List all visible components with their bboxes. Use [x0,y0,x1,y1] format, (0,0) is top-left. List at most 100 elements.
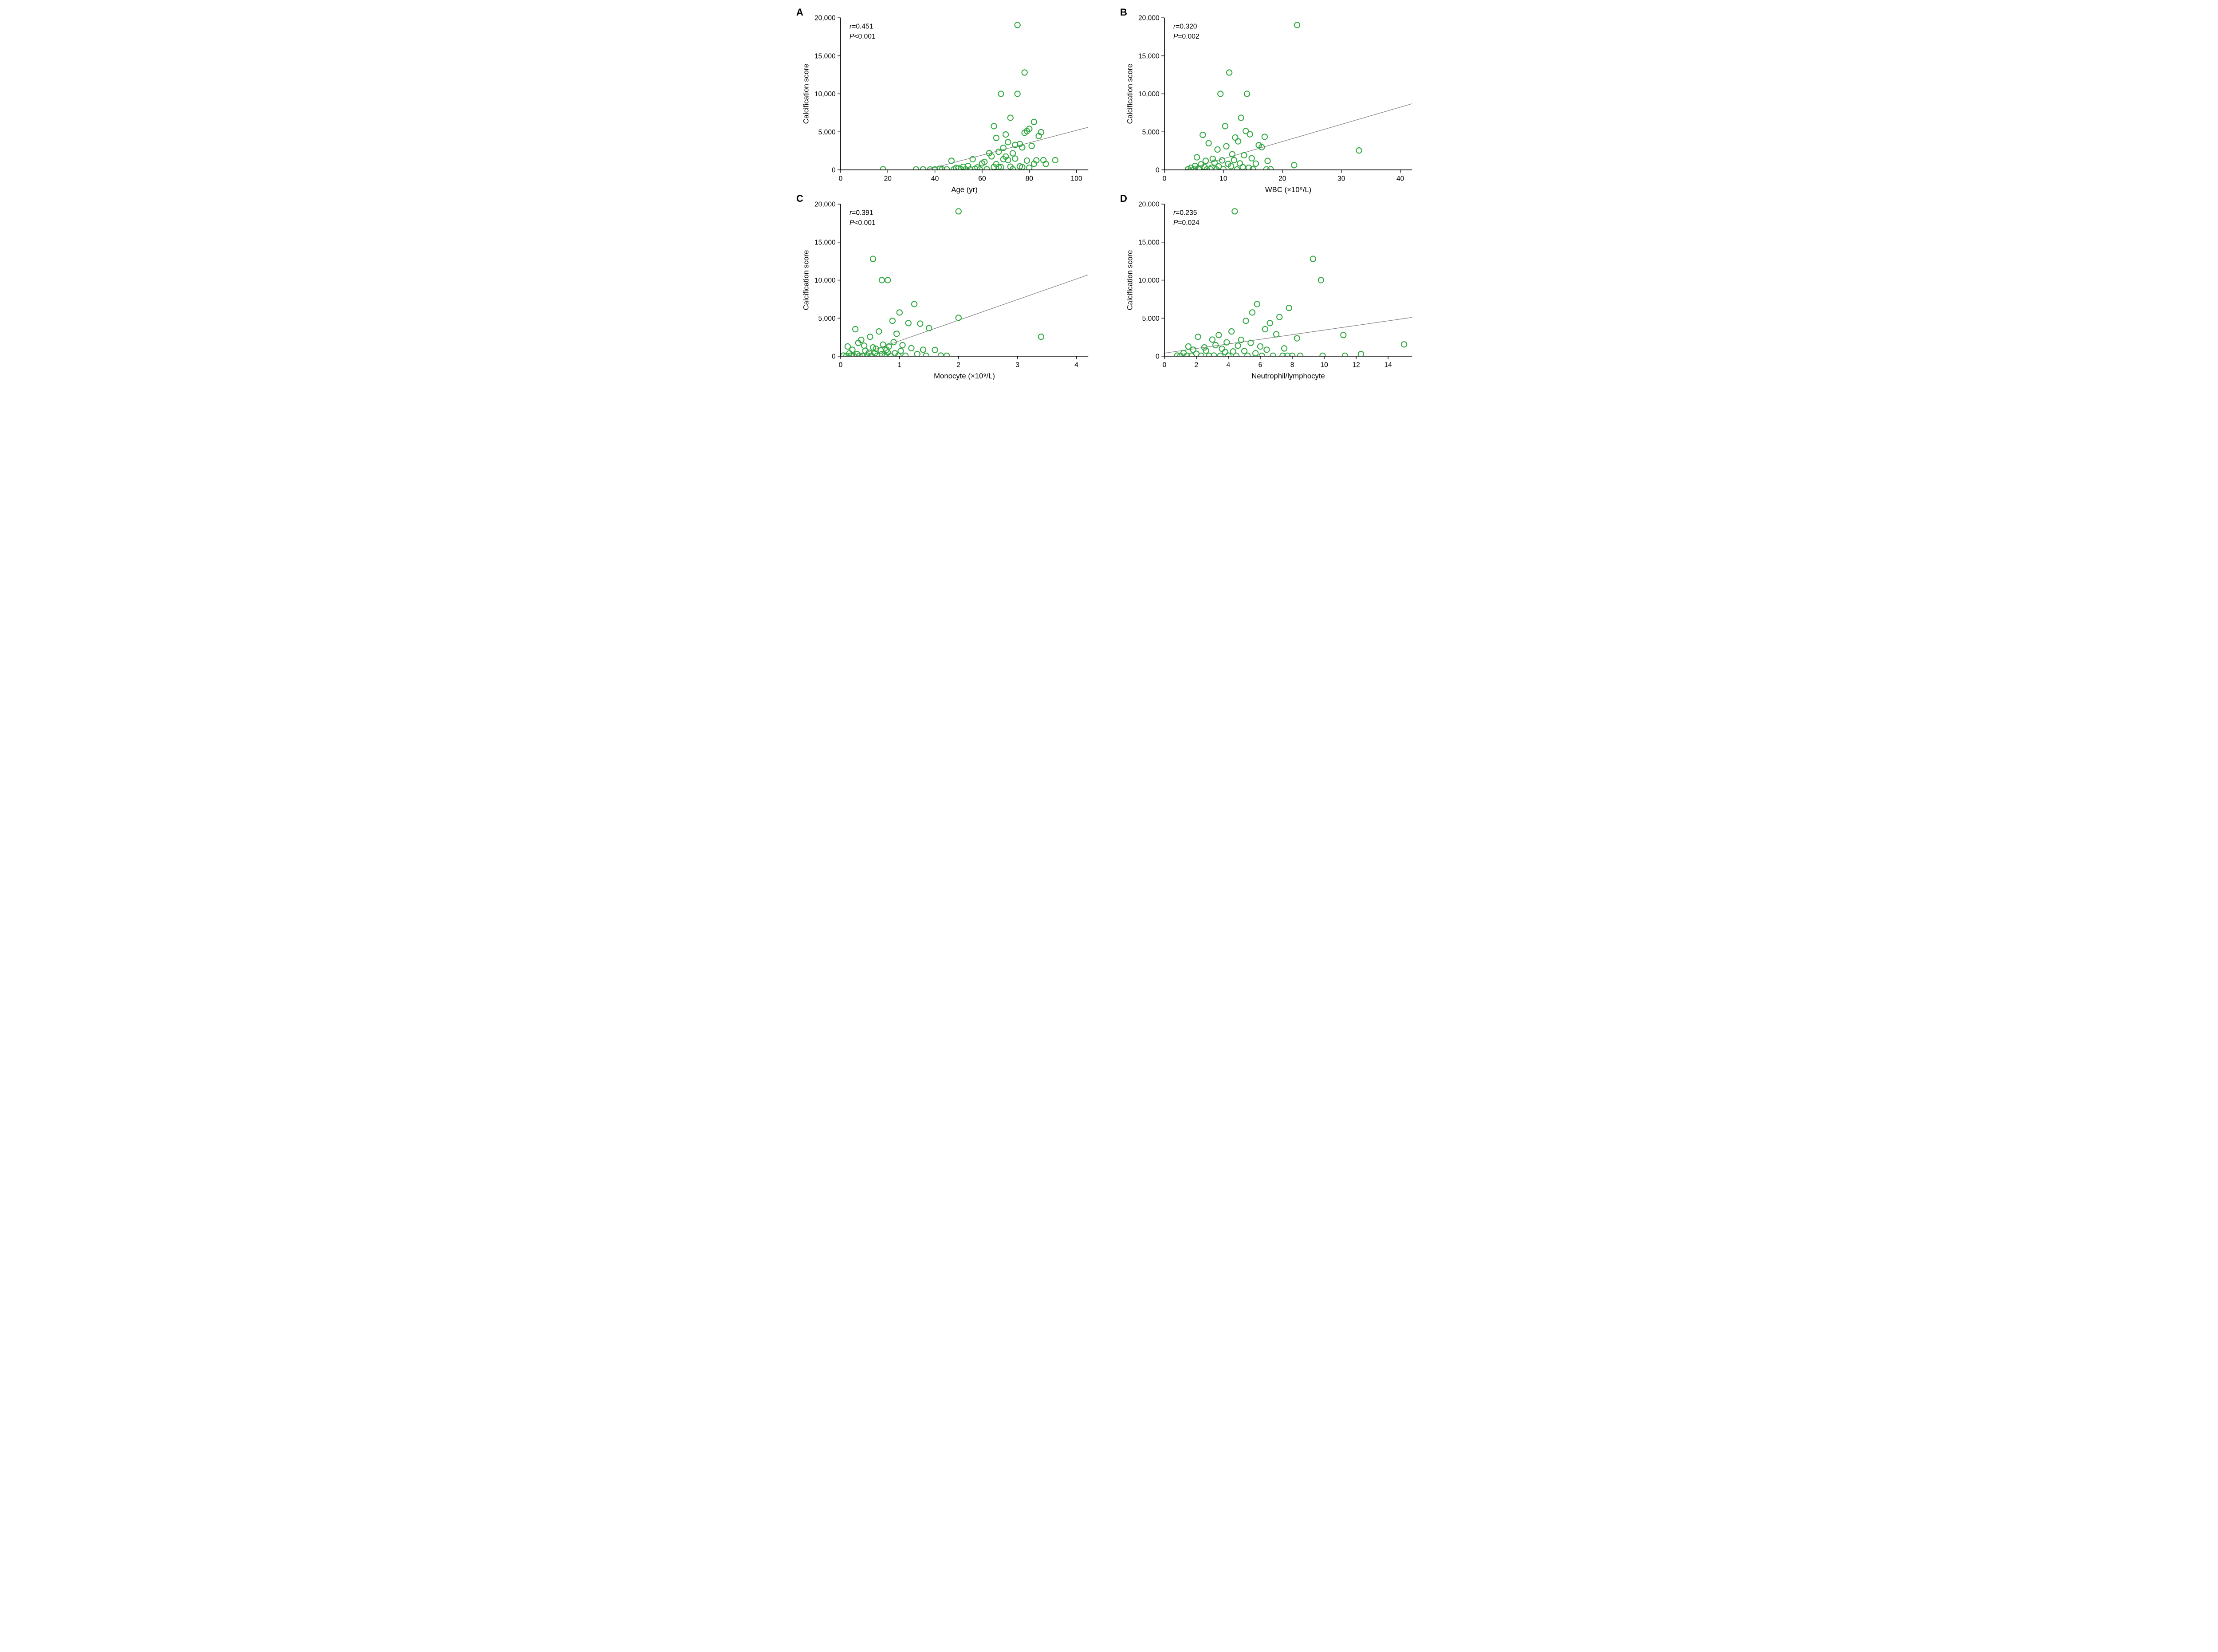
x-axis-title: Neutrophil/lymphocyte [1251,372,1325,380]
y-axis-title: Calcification score [802,250,810,311]
data-point [944,353,949,358]
data-point [1232,135,1238,140]
data-point [920,167,926,172]
data-point [1223,349,1228,354]
figure-grid: A 02040608010005,00010,00015,00020,000Ag… [798,9,1420,364]
x-tick-label: 0 [839,175,843,182]
data-point [1237,161,1243,166]
data-point [1253,350,1258,356]
data-point [1298,353,1303,358]
x-tick-label: 100 [1071,175,1082,182]
chart-C: 0123405,00010,00015,00020,000Monocyte (×… [798,195,1096,364]
data-point [885,277,890,283]
y-tick-label: 0 [832,353,836,360]
y-tick-label: 0 [832,166,836,174]
data-point [878,348,883,353]
data-point [1291,162,1297,168]
panel-D: D 0246810121405,00010,00015,00020,000Neu… [1122,195,1420,364]
x-tick-label: 4 [1074,361,1078,369]
data-point [1235,138,1241,144]
trend-line [841,275,1088,362]
data-point [1024,158,1030,163]
data-point [1227,70,1232,75]
y-axis-title: Calcification score [802,64,810,124]
data-point [1320,353,1325,358]
data-point [938,353,944,358]
x-tick-label: 0 [1163,175,1167,182]
x-tick-label: 20 [884,175,892,182]
data-point [920,347,926,352]
data-point [906,320,911,326]
data-point [924,353,929,358]
data-point [913,167,919,172]
data-point [1244,91,1250,96]
data-point [1232,208,1237,214]
stat-p: P=0.002 [1173,33,1199,40]
data-point [926,326,932,331]
data-point [879,277,885,283]
data-point [1218,91,1223,96]
data-point [1015,22,1020,28]
x-tick-label: 12 [1352,361,1360,369]
data-point [1199,353,1204,358]
data-point [908,346,914,351]
x-axis-title: WBC (×10⁹/L) [1265,185,1311,194]
data-point [1253,161,1258,166]
y-axis-title: Calcification score [1125,64,1134,124]
x-tick-label: 20 [1278,175,1286,182]
y-tick-label: 0 [1156,166,1160,174]
data-point [1218,353,1223,358]
data-point [1255,301,1260,307]
data-point [996,149,1001,154]
data-point [876,329,881,334]
y-tick-label: 15,000 [1138,52,1160,60]
panel-C: C 0123405,00010,00015,00020,000Monocyte … [798,195,1096,364]
data-point [1003,132,1008,137]
data-point [894,331,899,336]
data-point [1216,332,1221,338]
data-point [1015,91,1020,96]
x-tick-label: 3 [1015,361,1019,369]
y-tick-label: 5,000 [818,315,836,323]
y-tick-label: 15,000 [814,52,836,60]
y-tick-label: 0 [1156,353,1160,360]
data-point [900,342,905,348]
chart-D: 0246810121405,00010,00015,00020,000Neutr… [1122,195,1420,364]
data-point [1264,347,1269,352]
data-point [1229,329,1234,334]
data-point [1012,156,1018,161]
data-point [1277,314,1282,319]
panel-label-A: A [796,7,803,18]
data-point [1234,167,1239,172]
data-point [1005,139,1011,145]
data-point [1223,144,1229,149]
data-point [1286,305,1292,311]
data-point [1318,277,1324,283]
data-point [1203,348,1208,353]
y-axis-title: Calcification score [1125,250,1134,311]
data-point [1250,310,1255,315]
data-point [890,318,895,323]
data-point [998,91,1003,96]
stat-r: r=0.391 [849,209,873,217]
y-tick-label: 10,000 [1138,90,1160,98]
data-point [870,256,876,261]
x-tick-label: 2 [1195,361,1199,369]
data-point [1200,132,1205,138]
chart-A: 02040608010005,00010,00015,00020,000Age … [798,9,1096,177]
data-point [1270,353,1276,358]
chart-B: 01020304005,00010,00015,00020,000WBC (×1… [1122,9,1420,177]
x-tick-label: 14 [1384,361,1392,369]
data-point [1247,132,1253,137]
panel-label-C: C [796,193,803,205]
data-point [1213,342,1218,348]
data-point [994,135,999,141]
stat-r: r=0.451 [849,23,873,31]
data-point [903,353,908,358]
data-point [1243,318,1248,323]
data-point [1008,115,1013,120]
data-point [898,348,903,354]
data-point [880,166,885,172]
data-point [1267,320,1273,326]
data-point [1241,153,1247,158]
